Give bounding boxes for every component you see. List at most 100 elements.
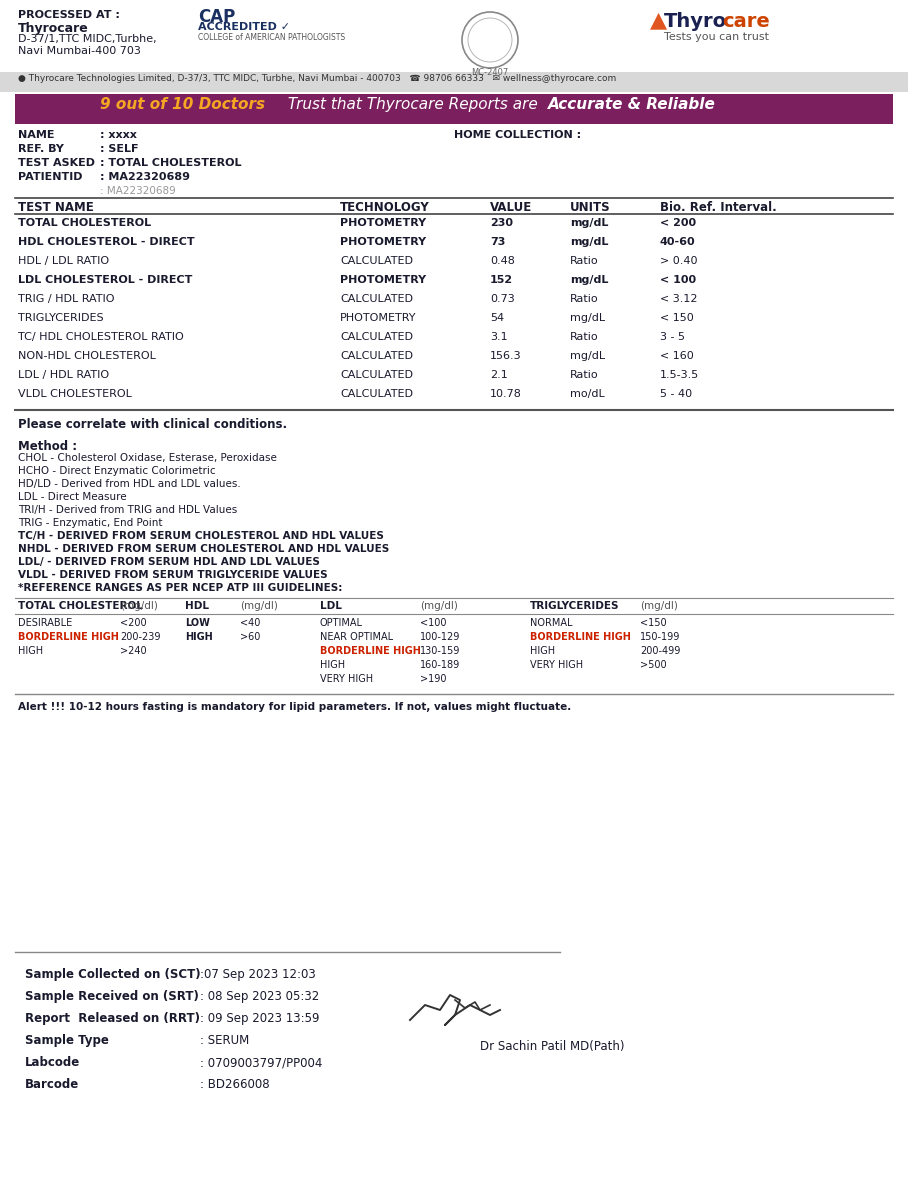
Text: 100-129: 100-129 (420, 632, 460, 642)
Text: TEST ASKED: TEST ASKED (18, 158, 95, 168)
Text: < 150: < 150 (660, 313, 694, 323)
Text: BORDERLINE HIGH: BORDERLINE HIGH (530, 632, 631, 642)
Text: (mg/dl): (mg/dl) (640, 601, 678, 611)
Text: LDL CHOLESTEROL - DIRECT: LDL CHOLESTEROL - DIRECT (18, 275, 192, 285)
Text: CALCULATED: CALCULATED (340, 351, 413, 361)
Text: : 09 Sep 2023 13:59: : 09 Sep 2023 13:59 (200, 1012, 320, 1025)
Text: : 08 Sep 2023 05:32: : 08 Sep 2023 05:32 (200, 990, 320, 1003)
Bar (15, 94, 893, 125)
Text: :07 Sep 2023 12:03: :07 Sep 2023 12:03 (200, 968, 316, 981)
Text: : 0709003797/PP004: : 0709003797/PP004 (200, 1056, 322, 1069)
Text: Bio. Ref. Interval.: Bio. Ref. Interval. (660, 200, 776, 213)
Text: 73: 73 (490, 237, 506, 247)
Text: ● Thyrocare Technologies Limited, D-37/3, TTC MIDC, Turbhe, Navi Mumbai - 400703: ● Thyrocare Technologies Limited, D-37/3… (18, 74, 617, 83)
Text: HDL / LDL RATIO: HDL / LDL RATIO (18, 256, 109, 266)
Text: Ratio: Ratio (570, 294, 598, 304)
Text: 200-239: 200-239 (120, 632, 161, 642)
Text: VERY HIGH: VERY HIGH (320, 674, 373, 684)
Text: HCHO - Direct Enzymatic Colorimetric: HCHO - Direct Enzymatic Colorimetric (18, 466, 215, 476)
Text: VERY HIGH: VERY HIGH (530, 659, 583, 670)
Text: HD/LD - Derived from HDL and LDL values.: HD/LD - Derived from HDL and LDL values. (18, 479, 241, 489)
Text: >60: >60 (240, 632, 261, 642)
Text: Barcode: Barcode (25, 1078, 79, 1091)
Text: mg/dL: mg/dL (570, 275, 608, 285)
Text: Ratio: Ratio (570, 370, 598, 380)
Text: mg/dL: mg/dL (570, 351, 605, 361)
Text: CHOL - Cholesterol Oxidase, Esterase, Peroxidase: CHOL - Cholesterol Oxidase, Esterase, Pe… (18, 453, 277, 463)
Text: : MA22320689: : MA22320689 (100, 172, 190, 181)
Text: VLDL - DERIVED FROM SERUM TRIGLYCERIDE VALUES: VLDL - DERIVED FROM SERUM TRIGLYCERIDE V… (18, 570, 328, 580)
Text: HIGH: HIGH (185, 632, 212, 642)
Text: TRIG - Enzymatic, End Point: TRIG - Enzymatic, End Point (18, 518, 163, 528)
Text: Sample Collected on (SCT): Sample Collected on (SCT) (25, 968, 201, 981)
Text: : xxxx: : xxxx (100, 130, 137, 140)
Text: TC/H - DERIVED FROM SERUM CHOLESTEROL AND HDL VALUES: TC/H - DERIVED FROM SERUM CHOLESTEROL AN… (18, 531, 384, 541)
Text: HIGH: HIGH (530, 646, 555, 656)
Text: Report  Released on (RRT): Report Released on (RRT) (25, 1012, 200, 1025)
Text: (mg/dl): (mg/dl) (120, 601, 158, 611)
Text: PHOTOMETRY: PHOTOMETRY (340, 313, 417, 323)
Text: Ratio: Ratio (570, 332, 598, 342)
Text: LDL: LDL (320, 601, 342, 611)
Text: NEAR OPTIMAL: NEAR OPTIMAL (320, 632, 393, 642)
Bar (0, 72, 908, 93)
Text: <150: <150 (640, 618, 666, 629)
Text: HDL: HDL (185, 601, 209, 611)
Text: BORDERLINE HIGH: BORDERLINE HIGH (320, 646, 421, 656)
Text: Ratio: Ratio (570, 256, 598, 266)
Text: PHOTOMETRY: PHOTOMETRY (340, 237, 426, 247)
Text: Sample Type: Sample Type (25, 1034, 109, 1047)
Text: : BD266008: : BD266008 (200, 1078, 270, 1091)
Text: NHDL - DERIVED FROM SERUM CHOLESTEROL AND HDL VALUES: NHDL - DERIVED FROM SERUM CHOLESTEROL AN… (18, 544, 390, 554)
Text: TRIGLYCERIDES: TRIGLYCERIDES (530, 601, 619, 611)
Text: TRI/H - Derived from TRIG and HDL Values: TRI/H - Derived from TRIG and HDL Values (18, 505, 237, 515)
Text: PROCESSED AT :: PROCESSED AT : (18, 9, 120, 20)
Text: care: care (722, 12, 770, 31)
Text: 150-199: 150-199 (640, 632, 680, 642)
Text: 0.48: 0.48 (490, 256, 515, 266)
Text: TRIG / HDL RATIO: TRIG / HDL RATIO (18, 294, 114, 304)
Text: LOW: LOW (185, 618, 210, 629)
Text: LDL / HDL RATIO: LDL / HDL RATIO (18, 370, 109, 380)
Text: VLDL CHOLESTEROL: VLDL CHOLESTEROL (18, 389, 132, 398)
Text: : SELF: : SELF (100, 144, 139, 154)
Text: 3 - 5: 3 - 5 (660, 332, 685, 342)
Text: Method :: Method : (18, 440, 77, 453)
Text: Dr Sachin Patil MD(Path): Dr Sachin Patil MD(Path) (480, 1040, 625, 1053)
Text: D-37/1,TTC MIDC,Turbhe,: D-37/1,TTC MIDC,Turbhe, (18, 34, 156, 44)
Text: 10.78: 10.78 (490, 389, 522, 398)
Text: HDL CHOLESTEROL - DIRECT: HDL CHOLESTEROL - DIRECT (18, 237, 194, 247)
Text: CALCULATED: CALCULATED (340, 370, 413, 380)
Text: mg/dL: mg/dL (570, 218, 608, 228)
Text: < 200: < 200 (660, 218, 696, 228)
Text: < 160: < 160 (660, 351, 694, 361)
Text: Tests you can trust: Tests you can trust (664, 32, 769, 42)
Text: MC-2407: MC-2407 (471, 68, 508, 77)
Text: CALCULATED: CALCULATED (340, 294, 413, 304)
Text: TECHNOLOGY: TECHNOLOGY (340, 200, 429, 213)
Text: TOTAL CHOLESTEROL: TOTAL CHOLESTEROL (18, 601, 143, 611)
Text: (mg/dl): (mg/dl) (240, 601, 278, 611)
Text: TEST NAME: TEST NAME (18, 200, 94, 213)
Text: 160-189: 160-189 (420, 659, 460, 670)
Text: <200: <200 (120, 618, 146, 629)
Text: >500: >500 (640, 659, 666, 670)
Text: COLLEGE of AMERICAN PATHOLOGISTS: COLLEGE of AMERICAN PATHOLOGISTS (198, 33, 345, 42)
Text: (mg/dl): (mg/dl) (420, 601, 458, 611)
Text: mg/dL: mg/dL (570, 313, 605, 323)
Text: TRIGLYCERIDES: TRIGLYCERIDES (18, 313, 104, 323)
Text: mo/dL: mo/dL (570, 389, 605, 398)
Text: LDL/ - DERIVED FROM SERUM HDL AND LDL VALUES: LDL/ - DERIVED FROM SERUM HDL AND LDL VA… (18, 557, 320, 567)
Text: Accurate & Reliable: Accurate & Reliable (548, 97, 716, 111)
Text: ▲: ▲ (650, 9, 667, 30)
Text: 3.1: 3.1 (490, 332, 508, 342)
Text: 54: 54 (490, 313, 504, 323)
Text: ACCREDITED ✓: ACCREDITED ✓ (198, 23, 291, 32)
Text: CALCULATED: CALCULATED (340, 256, 413, 266)
Text: 2.1: 2.1 (490, 370, 508, 380)
Text: HOME COLLECTION :: HOME COLLECTION : (454, 130, 581, 140)
Text: NAME: NAME (18, 130, 54, 140)
Text: DESIRABLE: DESIRABLE (18, 618, 73, 629)
Text: 130-159: 130-159 (420, 646, 460, 656)
Text: >240: >240 (120, 646, 146, 656)
